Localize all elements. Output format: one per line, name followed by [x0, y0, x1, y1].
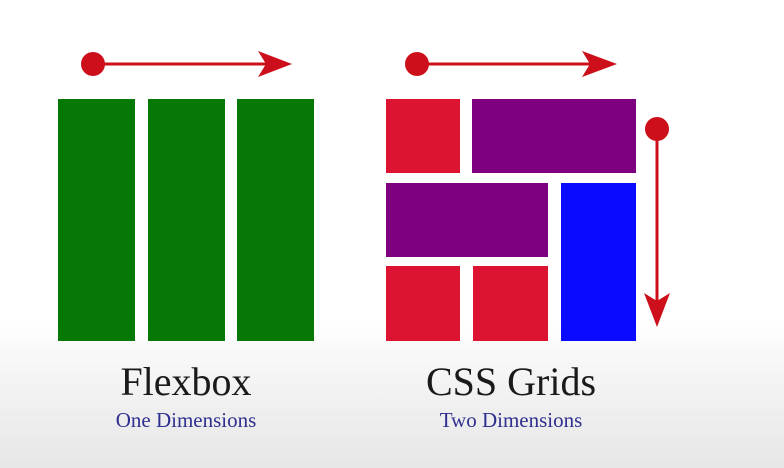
grid-cell-purple-top-right [472, 99, 636, 173]
grid-horizontal-arrow [405, 51, 617, 77]
grid-cell-red-top-left [386, 99, 460, 173]
flexbox-column-3 [237, 99, 314, 341]
grid-cell-red-bottom-middle [473, 266, 548, 341]
flexbox-arrow-head [258, 51, 292, 77]
grid-v-arrow-head [644, 293, 670, 327]
grid-h-arrow-dot [405, 52, 429, 76]
grids-title: CSS Grids [425, 359, 597, 404]
grid-v-arrow-dot [645, 117, 669, 141]
grids-subtitle: Two Dimensions [439, 408, 583, 432]
flexbox-title: Flexbox [120, 359, 252, 404]
grid-cell-red-bottom-left [386, 266, 460, 341]
flexbox-column-1 [58, 99, 135, 341]
flexbox-arrow-dot [81, 52, 105, 76]
grid-cell-blue-right [561, 183, 636, 341]
grid-cell-purple-middle-left [386, 183, 548, 257]
grid-vertical-arrow [644, 117, 670, 327]
grid-h-arrow-head [582, 51, 617, 77]
flexbox-subtitle: One Dimensions [115, 408, 257, 432]
flexbox-column-2 [148, 99, 225, 341]
flexbox-horizontal-arrow [81, 51, 292, 77]
